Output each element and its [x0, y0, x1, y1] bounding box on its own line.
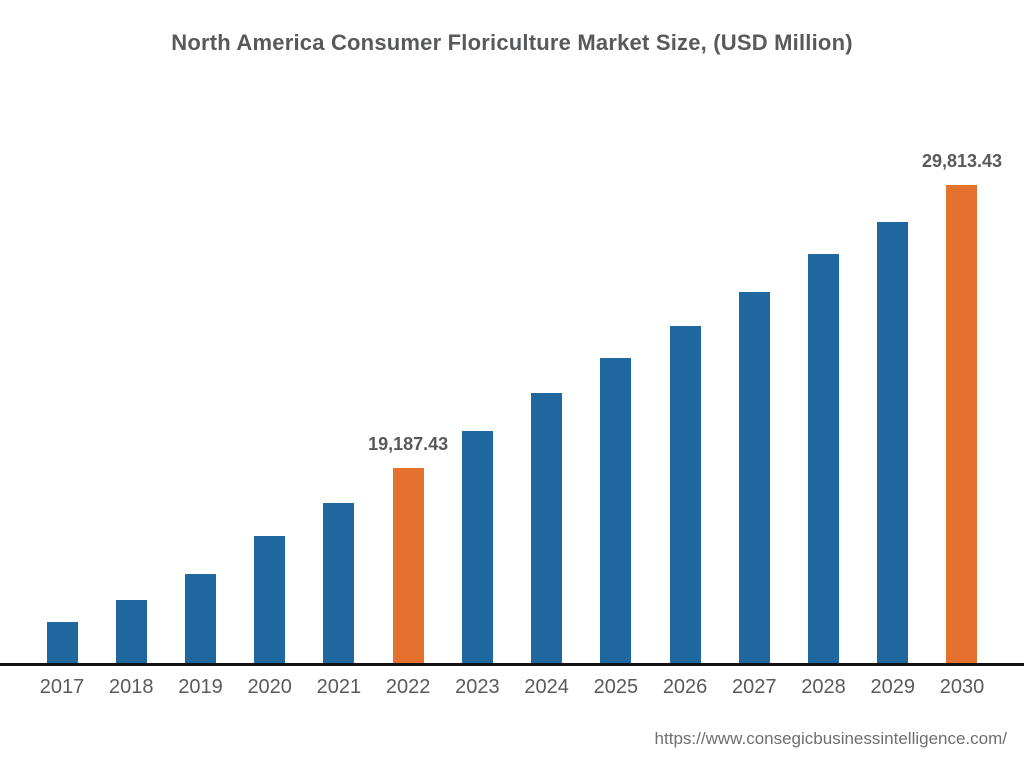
data-label-2030: 29,813.43	[921, 151, 1003, 171]
x-tick-2026: 2026	[662, 676, 708, 698]
source-url: https://www.consegicbusinessintelligence…	[654, 729, 1007, 748]
data-label-2022: 19,187.43	[368, 434, 449, 454]
bar-2018	[115, 600, 147, 663]
x-tick-2020: 2020	[247, 676, 292, 698]
bar-2020	[254, 536, 286, 663]
bar-2017	[46, 622, 78, 663]
x-tick-2029: 2029	[870, 676, 916, 698]
x-tick-2017: 2017	[39, 676, 85, 698]
bar-2022	[392, 468, 424, 663]
x-tick-2022: 2022	[385, 676, 431, 698]
x-tick-2023: 2023	[455, 676, 500, 698]
bar-2028	[808, 254, 840, 663]
x-tick-2019: 2019	[178, 676, 223, 698]
x-axis-line	[0, 663, 1024, 666]
bar-2021	[323, 503, 355, 663]
x-tick-2024: 2024	[524, 676, 569, 698]
bar-2025	[600, 358, 632, 663]
bar-2024	[531, 393, 563, 663]
bar-2027	[738, 292, 770, 663]
chart-title: North America Consumer Floriculture Mark…	[171, 30, 853, 55]
x-tick-2018: 2018	[108, 676, 154, 698]
x-tick-2025: 2025	[593, 676, 639, 698]
bar-2029	[877, 222, 909, 663]
x-tick-2030: 2030	[939, 676, 985, 698]
x-tick-2021: 2021	[316, 676, 362, 698]
bar-2030	[946, 185, 978, 663]
bar-2019	[184, 574, 216, 663]
bar-2023	[461, 431, 493, 663]
x-tick-2028: 2028	[801, 676, 846, 698]
x-tick-2027: 2027	[732, 676, 777, 698]
bar-2026	[669, 326, 701, 663]
